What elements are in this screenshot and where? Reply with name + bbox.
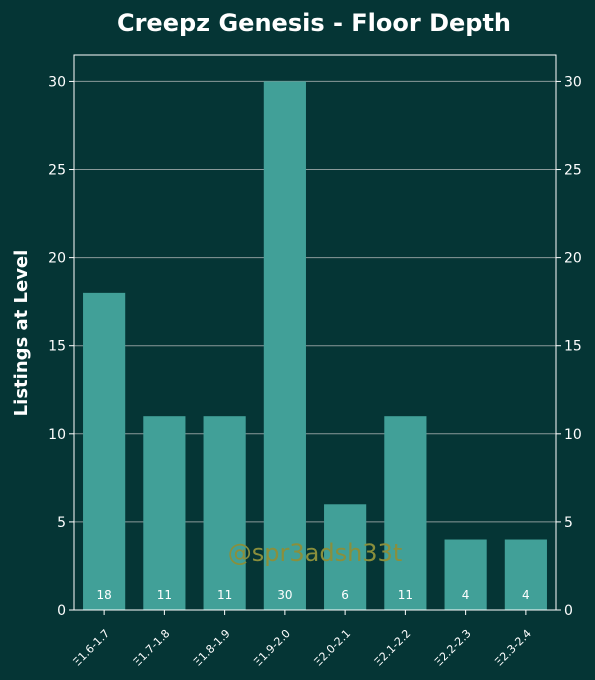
y-axis-left-ticks: 0 5 10 15 20 25 30 <box>48 74 74 619</box>
y-tick-label-right: 10 <box>564 427 582 443</box>
x-tick-label: Ξ1.8-1.9 <box>191 627 233 669</box>
bar <box>504 539 547 610</box>
y-tick-label-right: 20 <box>564 251 582 267</box>
chart-title: Creepz Genesis - Floor Depth <box>117 9 511 37</box>
y-tick-label: 25 <box>48 163 66 179</box>
y-tick-label: 0 <box>57 603 66 619</box>
y-axis-label: Listings at Level <box>11 250 32 417</box>
bar <box>143 416 186 610</box>
y-tick-label: 15 <box>48 339 66 355</box>
y-tick-label-right: 30 <box>564 74 582 90</box>
y-tick-label-right: 0 <box>564 603 573 619</box>
bar-value-label: 4 <box>462 588 470 602</box>
bar-value-label: 30 <box>277 588 292 602</box>
plot-frame <box>73 54 557 611</box>
bar <box>203 416 246 610</box>
bar <box>444 539 487 610</box>
y-axis-right-ticks: 0 5 10 15 20 25 30 <box>556 74 582 619</box>
bar <box>324 504 367 610</box>
bar <box>263 81 306 610</box>
y-tick-label-right: 15 <box>564 339 582 355</box>
x-tick-label: Ξ1.6-1.7 <box>71 627 113 669</box>
y-tick-label: 10 <box>48 427 66 443</box>
x-tick-label: Ξ1.7-1.8 <box>131 627 173 669</box>
y-tick-label: 5 <box>57 515 66 531</box>
bar-value-label: 11 <box>398 588 413 602</box>
y-tick-label: 20 <box>48 251 66 267</box>
bar <box>83 292 126 610</box>
x-tick-label: Ξ1.9-2.0 <box>251 627 293 669</box>
bars <box>83 81 547 610</box>
x-tick-label: Ξ2.2-2.3 <box>432 627 474 669</box>
x-axis-ticks: Ξ1.6-1.7 Ξ1.7-1.8 Ξ1.8-1.9 Ξ1.9-2.0 Ξ2.0-2.1… <box>71 610 534 669</box>
x-tick-label: Ξ2.0-2.1 <box>312 627 354 669</box>
y-tick-label-right: 25 <box>564 163 582 179</box>
bar-value-label: 11 <box>217 588 232 602</box>
x-tick-label: Ξ2.1-2.2 <box>372 627 414 669</box>
watermark: @spr3adsh33t <box>228 539 402 567</box>
bar-value-label: 6 <box>341 588 349 602</box>
y-tick-label-right: 5 <box>564 515 573 531</box>
y-tick-label: 30 <box>48 74 66 90</box>
x-tick-label: Ξ2.3-2.4 <box>492 627 534 669</box>
bar-value-label: 11 <box>157 588 172 602</box>
data-labels: 18 11 11 30 6 11 4 4 <box>96 588 529 602</box>
bar-value-label: 4 <box>522 588 530 602</box>
bar-value-label: 18 <box>96 588 111 602</box>
bar <box>384 416 427 610</box>
